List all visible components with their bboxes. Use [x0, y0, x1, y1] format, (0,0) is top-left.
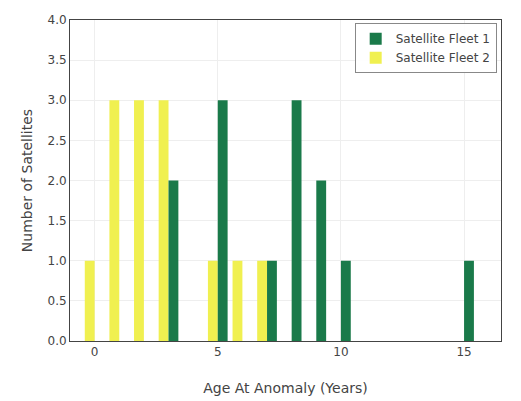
svg-text:3.5: 3.5 — [48, 53, 67, 67]
svg-text:1.5: 1.5 — [48, 214, 67, 228]
svg-text:0.5: 0.5 — [48, 294, 67, 308]
svg-text:Age At Anomaly (Years): Age At Anomaly (Years) — [203, 380, 368, 396]
svg-text:0.0: 0.0 — [48, 334, 67, 348]
svg-text:3.0: 3.0 — [48, 93, 67, 107]
svg-text:Number of Satellites: Number of Satellites — [19, 109, 35, 252]
svg-text:0: 0 — [91, 345, 99, 359]
svg-text:2.0: 2.0 — [48, 174, 67, 188]
svg-text:Satellite Fleet 2: Satellite Fleet 2 — [396, 51, 490, 65]
svg-text:15: 15 — [456, 345, 471, 359]
svg-text:1.0: 1.0 — [48, 254, 67, 268]
svg-text:2.5: 2.5 — [48, 134, 67, 148]
svg-text:4.0: 4.0 — [48, 13, 67, 27]
svg-text:10: 10 — [333, 345, 348, 359]
svg-text:5: 5 — [214, 345, 222, 359]
svg-text:Satellite Fleet 1: Satellite Fleet 1 — [396, 32, 490, 46]
